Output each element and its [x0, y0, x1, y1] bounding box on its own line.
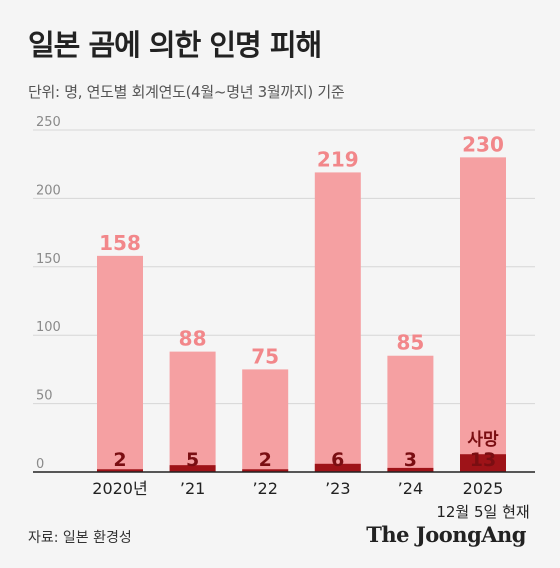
- total-bar: [169, 351, 216, 472]
- total-bar: [314, 172, 361, 472]
- deaths-value-label: 2: [259, 449, 272, 471]
- deaths-bar: [97, 469, 143, 472]
- x-tick-label: ’22: [252, 479, 277, 498]
- deaths-bar: [242, 469, 289, 472]
- deaths-bar: [460, 454, 506, 472]
- y-tick-label: 100: [36, 320, 61, 335]
- y-tick-label: 250: [36, 115, 61, 130]
- y-tick-label: 50: [36, 389, 53, 404]
- deaths-value-label: 13: [470, 449, 496, 471]
- bars: [97, 157, 506, 473]
- y-tick-label: 0: [36, 457, 44, 472]
- deaths-value-label: 5: [186, 449, 199, 471]
- total-value-label: 158: [99, 231, 141, 255]
- x-tick-label: ’21: [180, 479, 205, 498]
- total-bar: [97, 255, 143, 472]
- y-tick-label: 200: [36, 183, 61, 198]
- total-bar: [460, 157, 506, 473]
- y-tick-label: 150: [36, 252, 61, 267]
- chart-subtitle: 단위: 명, 연도별 회계연도(4월~명년 3월까지) 기준: [28, 83, 345, 101]
- total-bar: [387, 355, 434, 472]
- total-value-label: 219: [317, 147, 359, 171]
- deaths-bar: [169, 465, 216, 472]
- total-value-label: 75: [251, 344, 279, 368]
- chart-title: 일본 곰에 의한 인명 피해: [28, 28, 322, 62]
- deaths-annotation-label: 사망: [467, 430, 499, 450]
- x-tick-label: 2020년: [92, 479, 147, 498]
- total-value-label: 230: [462, 132, 504, 156]
- deaths-value-label: 3: [404, 449, 417, 471]
- x-tick-label: ’24: [398, 479, 423, 498]
- total-bar: [242, 369, 289, 472]
- y-axis-ticks: 0 50 100 150 200 250: [36, 115, 61, 472]
- deaths-bar: [387, 467, 434, 472]
- deaths-value-label: 2: [113, 449, 126, 471]
- x-tick-label: 2025: [463, 479, 504, 498]
- total-value-label: 88: [179, 327, 207, 351]
- publisher-logo: The JoongAng: [366, 522, 526, 547]
- x-axis-ticks: 2020년 ’21 ’22 ’23 ’24 2025 12월 5일 현재: [33, 471, 535, 521]
- deaths-value-label: 6: [331, 449, 344, 471]
- deaths-bar: [314, 463, 361, 472]
- total-value-label: 85: [396, 331, 424, 355]
- x-tick-label: ’23: [325, 479, 350, 498]
- x-tick-sublabel: 12월 5일 현재: [436, 503, 529, 521]
- source-note: 자료: 일본 환경성: [28, 530, 132, 546]
